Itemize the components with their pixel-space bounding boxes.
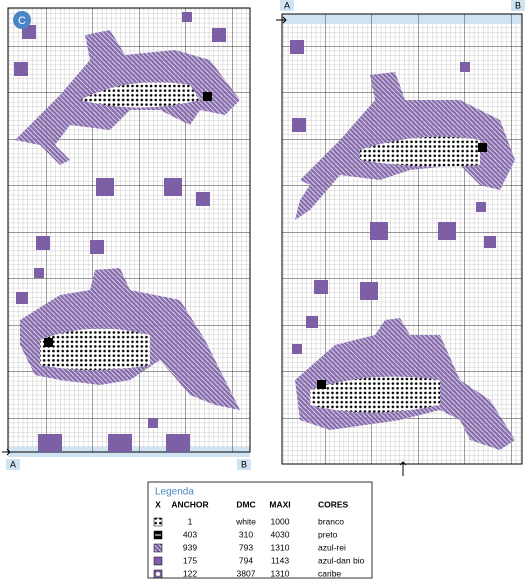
legend-cell: 310 <box>239 529 253 539</box>
legend-cell: 175 <box>183 555 197 565</box>
legend-cell: 794 <box>239 555 253 565</box>
label-box <box>280 0 294 11</box>
left-grid <box>7 7 251 457</box>
arrow <box>2 448 11 456</box>
right-a: A <box>284 0 290 10</box>
legend-cell: 403 <box>183 529 197 539</box>
arrow <box>276 16 287 24</box>
legend-cell: 1310 <box>271 568 290 578</box>
right-b: B <box>515 0 521 10</box>
legend: Legenda X ANCHOR DMC MAXI CORES 1 white 1000 bra… <box>147 481 373 579</box>
legend-cell: 1310 <box>271 542 290 552</box>
legend-cell: 3807 <box>237 568 256 578</box>
label-box <box>511 0 525 11</box>
legend-symbol <box>155 534 161 536</box>
badge <box>13 11 31 29</box>
label-box <box>237 459 251 470</box>
legend-symbol <box>153 517 163 527</box>
legend-cell: 4030 <box>271 529 290 539</box>
label-box <box>6 459 20 470</box>
legend-cell: azul-dan bio <box>318 555 365 565</box>
left-b: B <box>241 459 247 469</box>
legend-cell: 1143 <box>271 555 290 565</box>
legend-symbol <box>156 572 160 576</box>
legend-cell: 1 <box>188 516 193 526</box>
legend-header: ANCHOR <box>171 499 208 509</box>
legend-cell: white <box>235 516 256 526</box>
left-a: A <box>10 459 16 469</box>
legend-symbol <box>153 543 163 553</box>
legend-cell: 1000 <box>271 516 290 526</box>
arrow <box>399 461 407 476</box>
right-grid <box>281 13 523 465</box>
legend-header: MAXI <box>269 499 290 509</box>
legend-cell: 793 <box>239 542 253 552</box>
legend-symbol <box>153 556 163 566</box>
legend-cell: 939 <box>183 542 197 552</box>
legend-header: X <box>155 499 161 509</box>
legend-header: CORES <box>318 499 349 509</box>
legend-header: DMC <box>236 499 255 509</box>
legend-cell: preto <box>318 529 338 539</box>
legend-cell: branco <box>318 516 344 526</box>
legend-cell: caribe <box>318 568 341 578</box>
badge-label: C <box>18 15 26 27</box>
legend-title: Legenda <box>155 487 194 498</box>
legend-cell: azul-rei <box>318 542 346 552</box>
legend-cell: 122 <box>183 568 197 578</box>
